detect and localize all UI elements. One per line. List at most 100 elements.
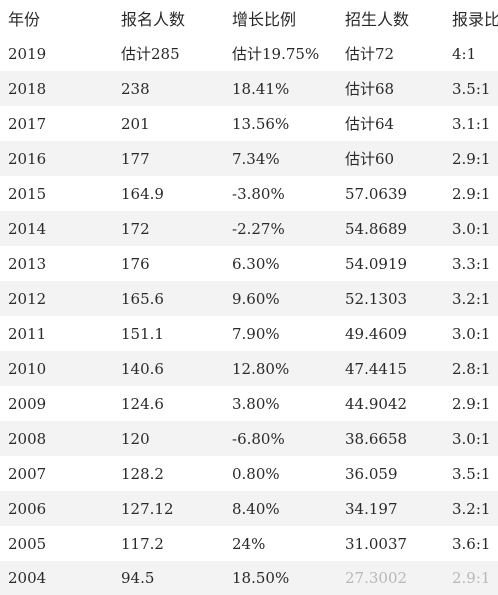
- admission-ratio-cell: 3.6:1: [452, 534, 491, 553]
- admissions-cell: 31.0037: [345, 534, 408, 553]
- growth-rate-cell: 7.34%: [224, 141, 337, 176]
- table-row: 2005 117.2 24% 31.0037 3.6:1: [0, 526, 498, 561]
- admission-ratio-cell: 2.9:1: [452, 184, 491, 203]
- growth-rate-cell: -6.80%: [224, 421, 337, 456]
- table-row: 2009 124.6 3.80% 44.9042 2.9:1: [0, 386, 498, 421]
- header-row: 年份 报名人数 增长比例 招生人数 报录比: [0, 0, 498, 36]
- year-cell: 2004: [0, 561, 113, 595]
- admissions-cell: 36.059: [345, 464, 398, 483]
- admissions-cell: 估计60: [337, 141, 444, 176]
- table-row: 2011 151.1 7.90% 49.4609 3.0:1: [0, 316, 498, 351]
- table-row: 2015 164.9 -3.80% 57.0639 2.9:1: [0, 176, 498, 211]
- growth-rate-cell: -2.27%: [224, 211, 337, 246]
- applicants-cell: 127.12: [113, 491, 224, 526]
- header-year: 年份: [8, 10, 41, 29]
- growth-rate-cell: 估计19.75%: [232, 45, 320, 63]
- year-cell: 2015: [8, 184, 47, 203]
- admissions-cell: 估计68: [337, 71, 444, 106]
- admission-ratio-cell: 3.0:1: [444, 211, 498, 246]
- table-row: 2018 238 18.41% 估计68 3.5:1: [0, 71, 498, 106]
- header-admissions: 招生人数: [345, 10, 410, 29]
- table-row: 2017 201 13.56% 估计64 3.1:1: [0, 106, 498, 141]
- table-row: 2012 165.6 9.60% 52.1303 3.2:1: [0, 281, 498, 316]
- applicants-cell: 140.6: [113, 351, 224, 386]
- table-row: 2010 140.6 12.80% 47.4415 2.8:1: [0, 351, 498, 386]
- admissions-cell: 54.0919: [345, 254, 408, 273]
- applicants-cell: 164.9: [121, 184, 164, 203]
- admissions-cell: 估计64: [345, 115, 395, 133]
- admissions-cell: 47.4415: [337, 351, 444, 386]
- applicants-cell: 201: [121, 114, 150, 133]
- year-cell: 2007: [8, 464, 47, 483]
- growth-rate-cell: 18.50%: [224, 561, 337, 595]
- admission-ratio-cell: 3.0:1: [444, 421, 498, 456]
- applicants-cell: 177: [113, 141, 224, 176]
- admission-ratio-cell: 3.0:1: [452, 324, 491, 343]
- year-cell: 2005: [8, 534, 47, 553]
- year-cell: 2008: [0, 421, 113, 456]
- admissions-cell: 34.197: [337, 491, 444, 526]
- table-row: 2008 120 -6.80% 38.6658 3.0:1: [0, 421, 498, 456]
- admission-ratio-cell: 4:1: [452, 44, 477, 63]
- growth-rate-cell: 6.30%: [232, 254, 280, 273]
- growth-rate-cell: 8.40%: [224, 491, 337, 526]
- growth-rate-cell: 13.56%: [232, 114, 290, 133]
- applicants-cell: 238: [113, 71, 224, 106]
- table-row: 2006 127.12 8.40% 34.197 3.2:1: [0, 491, 498, 526]
- admission-ratio-cell: 3.2:1: [444, 281, 498, 316]
- year-cell: 2006: [0, 491, 113, 526]
- growth-rate-cell: -3.80%: [232, 184, 285, 203]
- table-row: 2007 128.2 0.80% 36.059 3.5:1: [0, 456, 498, 491]
- growth-rate-cell: 12.80%: [224, 351, 337, 386]
- year-cell: 2016: [0, 141, 113, 176]
- admissions-cell: 27.3002: [337, 561, 444, 595]
- admission-ratio-cell: 3.3:1: [452, 254, 491, 273]
- table-row: 2004 94.5 18.50% 27.3002 2.9:1: [0, 561, 498, 595]
- year-cell: 2009: [8, 394, 47, 413]
- table-row: 2019 估计285 估计19.75% 估计72 4:1: [0, 36, 498, 71]
- applicants-cell: 165.6: [113, 281, 224, 316]
- growth-rate-cell: 3.80%: [232, 394, 280, 413]
- admissions-cell: 44.9042: [345, 394, 408, 413]
- applicants-cell: 估计285: [121, 45, 180, 63]
- applicants-cell: 151.1: [121, 324, 164, 343]
- table-body: 2019 估计285 估计19.75% 估计72 4:1 2018 238 18.41% 估计6…: [0, 36, 498, 595]
- admission-ratio-cell: 2.9:1: [452, 394, 491, 413]
- admission-ratio-cell: 3.5:1: [444, 71, 498, 106]
- year-cell: 2017: [8, 114, 47, 133]
- applicants-cell: 120: [113, 421, 224, 456]
- growth-rate-cell: 0.80%: [232, 464, 280, 483]
- year-cell: 2014: [0, 211, 113, 246]
- year-cell: 2018: [0, 71, 113, 106]
- admission-ratio-cell: 3.5:1: [452, 464, 491, 483]
- year-cell: 2013: [8, 254, 47, 273]
- table-row: 2014 172 -2.27% 54.8689 3.0:1: [0, 211, 498, 246]
- applicants-cell: 176: [121, 254, 150, 273]
- admissions-cell: 52.1303: [337, 281, 444, 316]
- admissions-cell: 54.8689: [337, 211, 444, 246]
- applicants-cell: 124.6: [121, 394, 164, 413]
- table-row: 2016 177 7.34% 估计60 2.9:1: [0, 141, 498, 176]
- applicants-cell: 117.2: [121, 534, 164, 553]
- growth-rate-cell: 18.41%: [224, 71, 337, 106]
- year-cell: 2011: [8, 324, 47, 343]
- admission-ratio-cell: 2.8:1: [444, 351, 498, 386]
- header-applicants: 报名人数: [121, 10, 186, 29]
- admission-ratio-cell: 2.9:1: [444, 561, 498, 595]
- admissions-cell: 估计72: [345, 45, 395, 63]
- year-cell: 2010: [0, 351, 113, 386]
- applicants-cell: 128.2: [121, 464, 164, 483]
- admissions-cell: 38.6658: [337, 421, 444, 456]
- table-row: 2013 176 6.30% 54.0919 3.3:1: [0, 246, 498, 281]
- growth-rate-cell: 9.60%: [224, 281, 337, 316]
- growth-rate-cell: 7.90%: [232, 324, 280, 343]
- growth-rate-cell: 24%: [232, 534, 266, 553]
- applicants-cell: 94.5: [113, 561, 224, 595]
- header-growth-rate: 增长比例: [232, 10, 297, 29]
- admission-ratio-cell: 2.9:1: [444, 141, 498, 176]
- header-admission-ratio: 报录比: [452, 10, 498, 29]
- admission-ratio-cell: 3.2:1: [444, 491, 498, 526]
- admissions-cell: 57.0639: [345, 184, 408, 203]
- year-cell: 2019: [8, 44, 47, 63]
